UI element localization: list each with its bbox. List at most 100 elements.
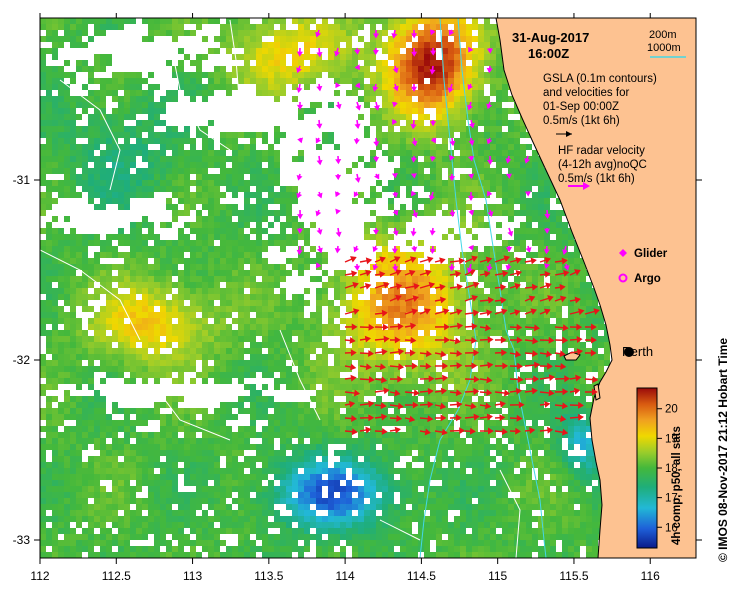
sst-cell	[472, 24, 478, 30]
sst-cell	[520, 390, 526, 396]
sst-cell	[382, 366, 388, 372]
sst-cell	[100, 336, 106, 342]
sst-cell	[232, 180, 238, 186]
sst-cell	[256, 288, 262, 294]
sst-cell	[352, 402, 358, 408]
sst-cell	[286, 42, 292, 48]
sst-cell	[286, 354, 292, 360]
sst-cell	[172, 126, 178, 132]
sst-cell	[214, 216, 220, 222]
sst-cell	[430, 396, 436, 402]
sst-cell	[490, 54, 496, 60]
sst-cell	[76, 276, 82, 282]
sst-cell	[196, 288, 202, 294]
sst-cell	[316, 390, 322, 396]
sst-cell	[58, 186, 64, 192]
sst-cell	[250, 420, 256, 426]
sst-cell	[148, 102, 154, 108]
sst-cell	[220, 150, 226, 156]
sst-cell	[352, 294, 358, 300]
sst-cell	[502, 378, 508, 384]
sst-cell	[442, 342, 448, 348]
sst-cell	[124, 270, 130, 276]
sst-cell	[310, 360, 316, 366]
sst-cell	[526, 282, 532, 288]
sst-cell	[208, 156, 214, 162]
sst-cell	[124, 252, 130, 258]
sst-cell	[370, 474, 376, 480]
sst-cell	[496, 396, 502, 402]
sst-cell	[508, 150, 514, 156]
sst-cell	[196, 84, 202, 90]
sst-cell	[406, 252, 412, 258]
sst-cell	[46, 72, 52, 78]
sst-cell	[166, 186, 172, 192]
sst-cell	[454, 96, 460, 102]
sst-cell	[388, 144, 394, 150]
sst-cell	[178, 450, 184, 456]
sst-cell	[556, 216, 562, 222]
sst-cell	[106, 348, 112, 354]
sst-cell	[520, 456, 526, 462]
sst-cell	[436, 420, 442, 426]
sst-cell	[418, 384, 424, 390]
sst-cell	[352, 456, 358, 462]
sst-cell	[226, 354, 232, 360]
sst-cell	[424, 432, 430, 438]
sst-cell	[172, 90, 178, 96]
sst-cell	[238, 312, 244, 318]
sst-cell	[454, 330, 460, 336]
sst-cell	[256, 402, 262, 408]
sst-cell	[202, 330, 208, 336]
sst-cell	[250, 294, 256, 300]
sst-cell	[202, 450, 208, 456]
sst-cell	[148, 132, 154, 138]
sst-cell	[466, 72, 472, 78]
sst-cell	[52, 42, 58, 48]
sst-cell	[322, 426, 328, 432]
sst-cell	[238, 276, 244, 282]
sst-cell	[100, 132, 106, 138]
sst-cell	[202, 288, 208, 294]
sst-cell	[286, 408, 292, 414]
sst-cell	[124, 84, 130, 90]
sst-cell	[346, 330, 352, 336]
sst-cell	[154, 438, 160, 444]
sst-cell	[88, 132, 94, 138]
sst-cell	[556, 414, 562, 420]
sst-cell	[190, 240, 196, 246]
sst-cell	[202, 264, 208, 270]
sst-cell	[160, 342, 166, 348]
sst-cell	[442, 114, 448, 120]
sst-cell	[388, 294, 394, 300]
sst-cell	[322, 36, 328, 42]
sst-cell	[214, 462, 220, 468]
sst-cell	[214, 150, 220, 156]
sst-cell	[508, 192, 514, 198]
sst-cell	[460, 138, 466, 144]
sst-cell	[352, 450, 358, 456]
sst-cell	[484, 36, 490, 42]
sst-cell	[460, 438, 466, 444]
sst-cell	[142, 174, 148, 180]
sst-cell	[208, 228, 214, 234]
sst-cell	[142, 240, 148, 246]
sst-cell	[262, 462, 268, 468]
sst-cell	[340, 294, 346, 300]
sst-cell	[268, 66, 274, 72]
sst-cell	[256, 48, 262, 54]
sst-cell	[358, 366, 364, 372]
sst-cell	[454, 468, 460, 474]
sst-cell	[526, 456, 532, 462]
sst-cell	[40, 210, 46, 216]
sst-cell	[208, 192, 214, 198]
sst-cell	[46, 192, 52, 198]
sst-cell	[388, 306, 394, 312]
sst-cell	[568, 432, 574, 438]
sst-cell	[436, 144, 442, 150]
sst-cell	[160, 402, 166, 408]
sst-cell	[100, 282, 106, 288]
sst-cell	[136, 150, 142, 156]
sst-cell	[460, 312, 466, 318]
sst-cell	[478, 366, 484, 372]
